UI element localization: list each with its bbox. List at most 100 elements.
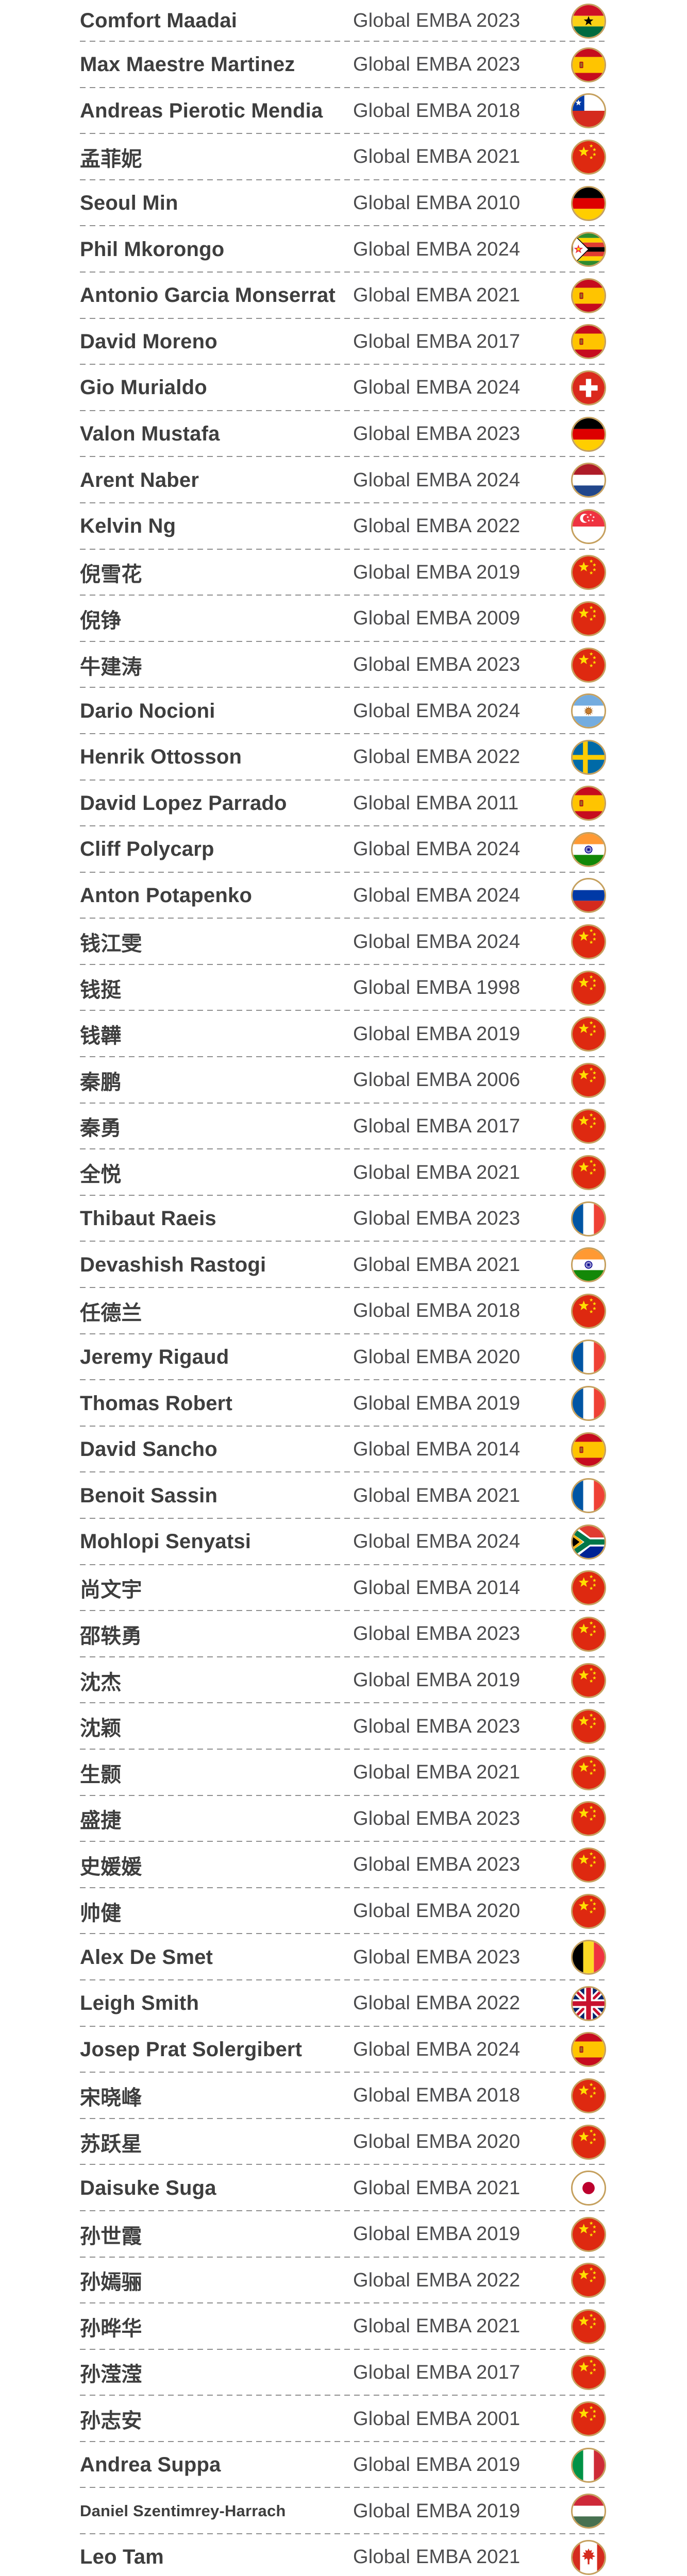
- alumni-row[interactable]: 生颢 Global EMBA 2021: [80, 1750, 609, 1796]
- program-year: Global EMBA 2021: [353, 1484, 521, 1506]
- china-flag-icon: [571, 139, 606, 175]
- alumni-row[interactable]: 秦勇 Global EMBA 2017: [80, 1104, 609, 1150]
- alumni-row[interactable]: Arent Naber Global EMBA 2024: [80, 457, 609, 503]
- program-year: Global EMBA 2019: [353, 561, 521, 583]
- alumni-row[interactable]: Mohlopi Senyatsi Global EMBA 2024: [80, 1519, 609, 1565]
- program-year: Global EMBA 2021: [353, 284, 521, 307]
- program-year: Global EMBA 2023: [353, 1854, 521, 1876]
- alumni-row[interactable]: 钱江雯 Global EMBA 2024: [80, 919, 609, 965]
- alumni-row[interactable]: 孙晔华 Global EMBA 2021: [80, 2303, 609, 2350]
- alumni-row[interactable]: Max Maestre Martinez Global EMBA 2023: [80, 42, 609, 88]
- program-year: Global EMBA 2006: [353, 1069, 521, 1091]
- india-flag-icon: [571, 832, 606, 867]
- alumni-row[interactable]: 牛建涛 Global EMBA 2023: [80, 642, 609, 688]
- program-year: Global EMBA 2024: [353, 700, 521, 722]
- alumni-row[interactable]: 钱挺 Global EMBA 1998: [80, 965, 609, 1011]
- alumni-row[interactable]: 倪雪花 Global EMBA 2019: [80, 550, 609, 596]
- alumni-row[interactable]: 邵轶勇 Global EMBA 2023: [80, 1611, 609, 1657]
- alumni-row[interactable]: 沈杰 Global EMBA 2019: [80, 1657, 609, 1704]
- alumni-row[interactable]: Andrea Suppa Global EMBA 2019: [80, 2442, 609, 2488]
- member-name: 帅健: [80, 1902, 122, 1925]
- alumni-row[interactable]: 宋晓峰 Global EMBA 2018: [80, 2073, 609, 2119]
- india-flag-icon: [571, 1247, 606, 1283]
- china-flag-icon: [571, 1062, 606, 1098]
- alumni-row[interactable]: Leigh Smith Global EMBA 2022: [80, 1980, 609, 2027]
- alumni-row[interactable]: Andreas Pierotic Mendia Global EMBA 2018: [80, 88, 609, 134]
- alumni-row[interactable]: 沈颖 Global EMBA 2023: [80, 1703, 609, 1750]
- argentina-flag-icon: [571, 693, 606, 729]
- alumni-row[interactable]: 全悦 Global EMBA 2021: [80, 1149, 609, 1196]
- member-name: 尚文宇: [80, 1579, 142, 1602]
- alumni-row[interactable]: 帅健 Global EMBA 2020: [80, 1888, 609, 1935]
- program-year: Global EMBA 2023: [353, 10, 521, 31]
- alumni-row[interactable]: Benoit Sassin Global EMBA 2021: [80, 1472, 609, 1519]
- member-name: 生颢: [80, 1763, 122, 1786]
- alumni-row[interactable]: Dario Nocioni Global EMBA 2024: [80, 688, 609, 734]
- alumni-row[interactable]: 孟菲妮 Global EMBA 2021: [80, 134, 609, 180]
- china-flag-icon: [571, 2124, 606, 2160]
- program-year: Global EMBA 2018: [353, 99, 521, 122]
- hungary-flag-icon: [571, 2494, 606, 2529]
- alumni-row[interactable]: 孙嫣骊 Global EMBA 2022: [80, 2258, 609, 2304]
- member-name: 倪雪花: [80, 563, 142, 586]
- alumni-row[interactable]: Thibaut Raeis Global EMBA 2023: [80, 1196, 609, 1242]
- alumni-row[interactable]: David Lopez Parrado Global EMBA 2011: [80, 781, 609, 827]
- member-name: Andrea Suppa: [80, 2453, 221, 2477]
- alumni-row[interactable]: 秦鹏 Global EMBA 2006: [80, 1057, 609, 1104]
- alumni-row[interactable]: 任德兰 Global EMBA 2018: [80, 1288, 609, 1334]
- alumni-row[interactable]: Josep Prat Solergibert Global EMBA 2024: [80, 2027, 609, 2073]
- spain-flag-icon: [571, 47, 606, 82]
- alumni-row[interactable]: Cliff Polycarp Global EMBA 2024: [80, 826, 609, 873]
- alumni-row[interactable]: Valon Mustafa Global EMBA 2023: [80, 411, 609, 457]
- alumni-row[interactable]: Daisuke Suga Global EMBA 2021: [80, 2165, 609, 2211]
- alumni-row[interactable]: 孙世霞 Global EMBA 2019: [80, 2211, 609, 2258]
- alumni-row[interactable]: David Sancho Global EMBA 2014: [80, 1427, 609, 1473]
- program-year: Global EMBA 2024: [353, 238, 521, 260]
- alumni-row[interactable]: Thomas Robert Global EMBA 2019: [80, 1380, 609, 1427]
- member-name: 苏跃星: [80, 2132, 142, 2156]
- program-year: Global EMBA 2019: [353, 2500, 521, 2522]
- alumni-row[interactable]: Jeremy Rigaud Global EMBA 2020: [80, 1334, 609, 1381]
- alumni-row[interactable]: Seoul Min Global EMBA 2010: [80, 180, 609, 227]
- alumni-row[interactable]: 孙志安 Global EMBA 2001: [80, 2396, 609, 2442]
- alumni-row[interactable]: Antonio Garcia Monserrat Global EMBA 202…: [80, 273, 609, 319]
- alumni-row[interactable]: Henrik Ottosson Global EMBA 2022: [80, 734, 609, 781]
- alumni-row[interactable]: Leo Tam Global EMBA 2021: [80, 2534, 609, 2576]
- spain-flag-icon: [571, 786, 606, 821]
- alumni-row[interactable]: 盛捷 Global EMBA 2023: [80, 1796, 609, 1842]
- member-name: 孙志安: [80, 2410, 142, 2433]
- program-year: Global EMBA 2021: [353, 1161, 521, 1183]
- alumni-row[interactable]: Anton Potapenko Global EMBA 2024: [80, 873, 609, 919]
- alumni-row[interactable]: Phil Mkorongo Global EMBA 2024: [80, 226, 609, 273]
- program-year: Global EMBA 2024: [353, 838, 521, 860]
- alumni-row[interactable]: 尚文宇 Global EMBA 2014: [80, 1565, 609, 1612]
- alumni-row[interactable]: 史媛媛 Global EMBA 2023: [80, 1842, 609, 1888]
- alumni-row[interactable]: Devashish Rastogi Global EMBA 2021: [80, 1242, 609, 1288]
- alumni-row[interactable]: Daniel Szentimrey-Harrach Global EMBA 20…: [80, 2488, 609, 2534]
- member-name: 秦勇: [80, 1117, 122, 1140]
- china-flag-icon: [571, 1155, 606, 1191]
- program-year: Global EMBA 2023: [353, 1946, 521, 1968]
- member-name: Comfort Maadai: [80, 9, 238, 32]
- program-year: Global EMBA 2024: [353, 930, 521, 953]
- program-year: Global EMBA 2022: [353, 746, 521, 768]
- alumni-row[interactable]: Comfort Maadai Global EMBA 2023: [80, 0, 609, 42]
- alumni-row[interactable]: Kelvin Ng Global EMBA 2022: [80, 503, 609, 550]
- alumni-row[interactable]: 倪铮 Global EMBA 2009: [80, 596, 609, 642]
- alumni-row[interactable]: David Moreno Global EMBA 2017: [80, 319, 609, 365]
- alumni-row[interactable]: 孙滢滢 Global EMBA 2017: [80, 2350, 609, 2396]
- member-name: 钱江雯: [80, 933, 142, 956]
- alumni-row[interactable]: 苏跃星 Global EMBA 2020: [80, 2119, 609, 2165]
- program-year: Global EMBA 2014: [353, 1438, 521, 1461]
- germany-flag-icon: [571, 185, 606, 221]
- member-name: Cliff Polycarp: [80, 838, 214, 861]
- alumni-row[interactable]: Gio Murialdo Global EMBA 2024: [80, 365, 609, 411]
- program-year: Global EMBA 2020: [353, 1900, 521, 1922]
- program-year: Global EMBA 2024: [353, 2038, 521, 2060]
- program-year: Global EMBA 2023: [353, 1623, 521, 1645]
- japan-flag-icon: [571, 2171, 606, 2206]
- program-year: Global EMBA 2017: [353, 1115, 521, 1137]
- alumni-row[interactable]: Alex De Smet Global EMBA 2023: [80, 1934, 609, 1980]
- alumni-row[interactable]: 钱韡 Global EMBA 2019: [80, 1011, 609, 1057]
- canada-flag-icon: [571, 2539, 606, 2575]
